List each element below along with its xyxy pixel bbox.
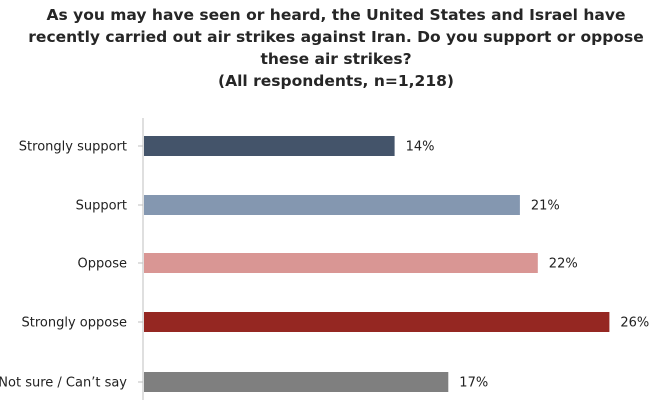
chart-title-line-3: these air strikes? bbox=[260, 50, 412, 68]
data-label: 17% bbox=[459, 376, 488, 391]
chart-title-line-4: (All respondents, n=1,218) bbox=[218, 72, 454, 90]
data-label: 22% bbox=[549, 257, 578, 272]
category-label: Support bbox=[76, 199, 127, 214]
category-label: Strongly support bbox=[19, 140, 127, 155]
category-label: Oppose bbox=[78, 257, 127, 272]
data-label: 21% bbox=[531, 199, 560, 214]
bar bbox=[144, 195, 520, 215]
bar bbox=[144, 372, 449, 392]
data-label: 14% bbox=[406, 140, 435, 155]
chart-title-line-1: As you may have seen or heard, the Unite… bbox=[46, 6, 626, 24]
chart-title: As you may have seen or heard, the Unite… bbox=[0, 4, 672, 92]
category-label: Strongly oppose bbox=[22, 316, 127, 331]
chart-title-line-2: recently carried out air strikes against… bbox=[28, 28, 644, 46]
bar bbox=[144, 136, 395, 156]
category-label: Not sure / Can’t say bbox=[0, 376, 127, 391]
bar bbox=[144, 253, 538, 273]
bar bbox=[144, 312, 610, 332]
data-label: 26% bbox=[620, 316, 649, 331]
